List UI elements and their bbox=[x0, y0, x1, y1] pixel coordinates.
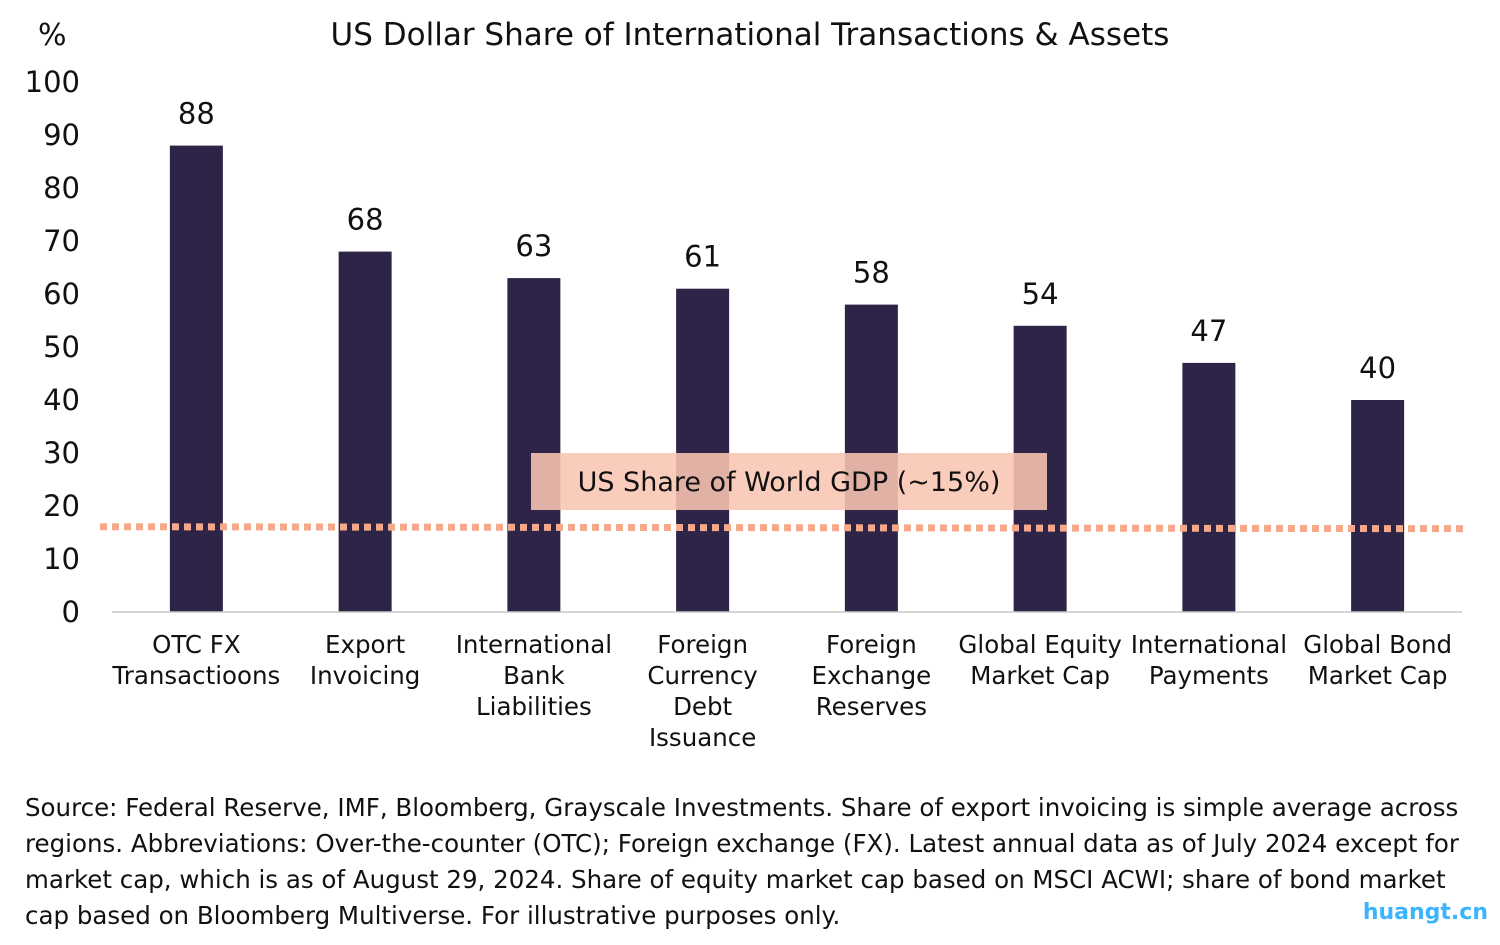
reference-label-box bbox=[531, 453, 1047, 510]
x-category-label: Global Equity bbox=[958, 630, 1121, 659]
bar bbox=[507, 278, 561, 612]
bar-value-label: 40 bbox=[1359, 351, 1396, 385]
bar-chart: % US Dollar Share of International Trans… bbox=[25, 17, 1466, 752]
x-category-label: Transactioons bbox=[111, 661, 280, 690]
x-category-label: Exchange bbox=[812, 661, 932, 690]
x-category-label: Issuance bbox=[649, 723, 756, 752]
x-category-label: International bbox=[456, 630, 612, 659]
bar-value-label: 54 bbox=[1022, 277, 1059, 311]
y-tick-label: 20 bbox=[43, 489, 80, 523]
reference-line bbox=[99, 523, 1466, 533]
x-category-label: Global Bond bbox=[1303, 630, 1452, 659]
y-tick-label: 100 bbox=[25, 65, 80, 99]
y-tick-label: 80 bbox=[43, 171, 80, 205]
y-tick-label: 30 bbox=[43, 436, 80, 470]
chart-title: US Dollar Share of International Transac… bbox=[331, 17, 1170, 53]
x-category-label: Market Cap bbox=[1308, 661, 1448, 690]
watermark: huangt.cn bbox=[1362, 900, 1488, 925]
bar-value-label: 63 bbox=[515, 229, 552, 263]
bar bbox=[1351, 400, 1405, 612]
x-category-label: Foreign bbox=[826, 630, 917, 659]
bar-value-label: 88 bbox=[178, 97, 215, 131]
x-category-label: Reserves bbox=[816, 692, 927, 721]
x-category-label: OTC FX bbox=[152, 630, 241, 659]
bar-value-label: 58 bbox=[853, 256, 890, 290]
x-category-label: Liabilities bbox=[476, 692, 592, 721]
bar-value-label: 47 bbox=[1190, 314, 1227, 348]
y-tick-label: 0 bbox=[62, 595, 80, 629]
source-note: Source: Federal Reserve, IMF, Bloomberg,… bbox=[25, 793, 1459, 930]
y-tick-label: 90 bbox=[43, 118, 80, 152]
x-category-label: Debt bbox=[673, 692, 732, 721]
x-category-label: Market Cap bbox=[970, 661, 1110, 690]
bar-value-label: 68 bbox=[347, 203, 384, 237]
x-category-label: International bbox=[1131, 630, 1287, 659]
bar bbox=[338, 251, 392, 612]
x-category-label: Foreign bbox=[657, 630, 748, 659]
x-category-label: Payments bbox=[1149, 661, 1269, 690]
bar bbox=[169, 145, 223, 612]
y-tick-label: 60 bbox=[43, 277, 80, 311]
y-tick-label: 40 bbox=[43, 383, 80, 417]
y-tick-label: 70 bbox=[43, 224, 80, 258]
bar-series: 88 68 63 61 58 54 47 40 bbox=[169, 97, 1405, 612]
x-category-label: Currency bbox=[647, 661, 757, 690]
x-category-label: Invoicing bbox=[310, 661, 420, 690]
bar-value-label: 61 bbox=[684, 240, 721, 274]
reference-line-label: US Share of World GDP (~15%) bbox=[578, 467, 1001, 498]
bar bbox=[676, 288, 730, 612]
x-category-label: Export bbox=[325, 630, 406, 659]
y-axis-unit-label: % bbox=[38, 18, 67, 53]
y-tick-label: 10 bbox=[43, 542, 80, 576]
y-axis: 0 10 20 30 40 50 60 70 80 90 100 bbox=[25, 65, 80, 629]
x-category-label: Bank bbox=[503, 661, 565, 690]
y-tick-label: 50 bbox=[43, 330, 80, 364]
reference-line-group: US Share of World GDP (~15%) bbox=[99, 453, 1466, 533]
bar bbox=[1182, 362, 1236, 612]
